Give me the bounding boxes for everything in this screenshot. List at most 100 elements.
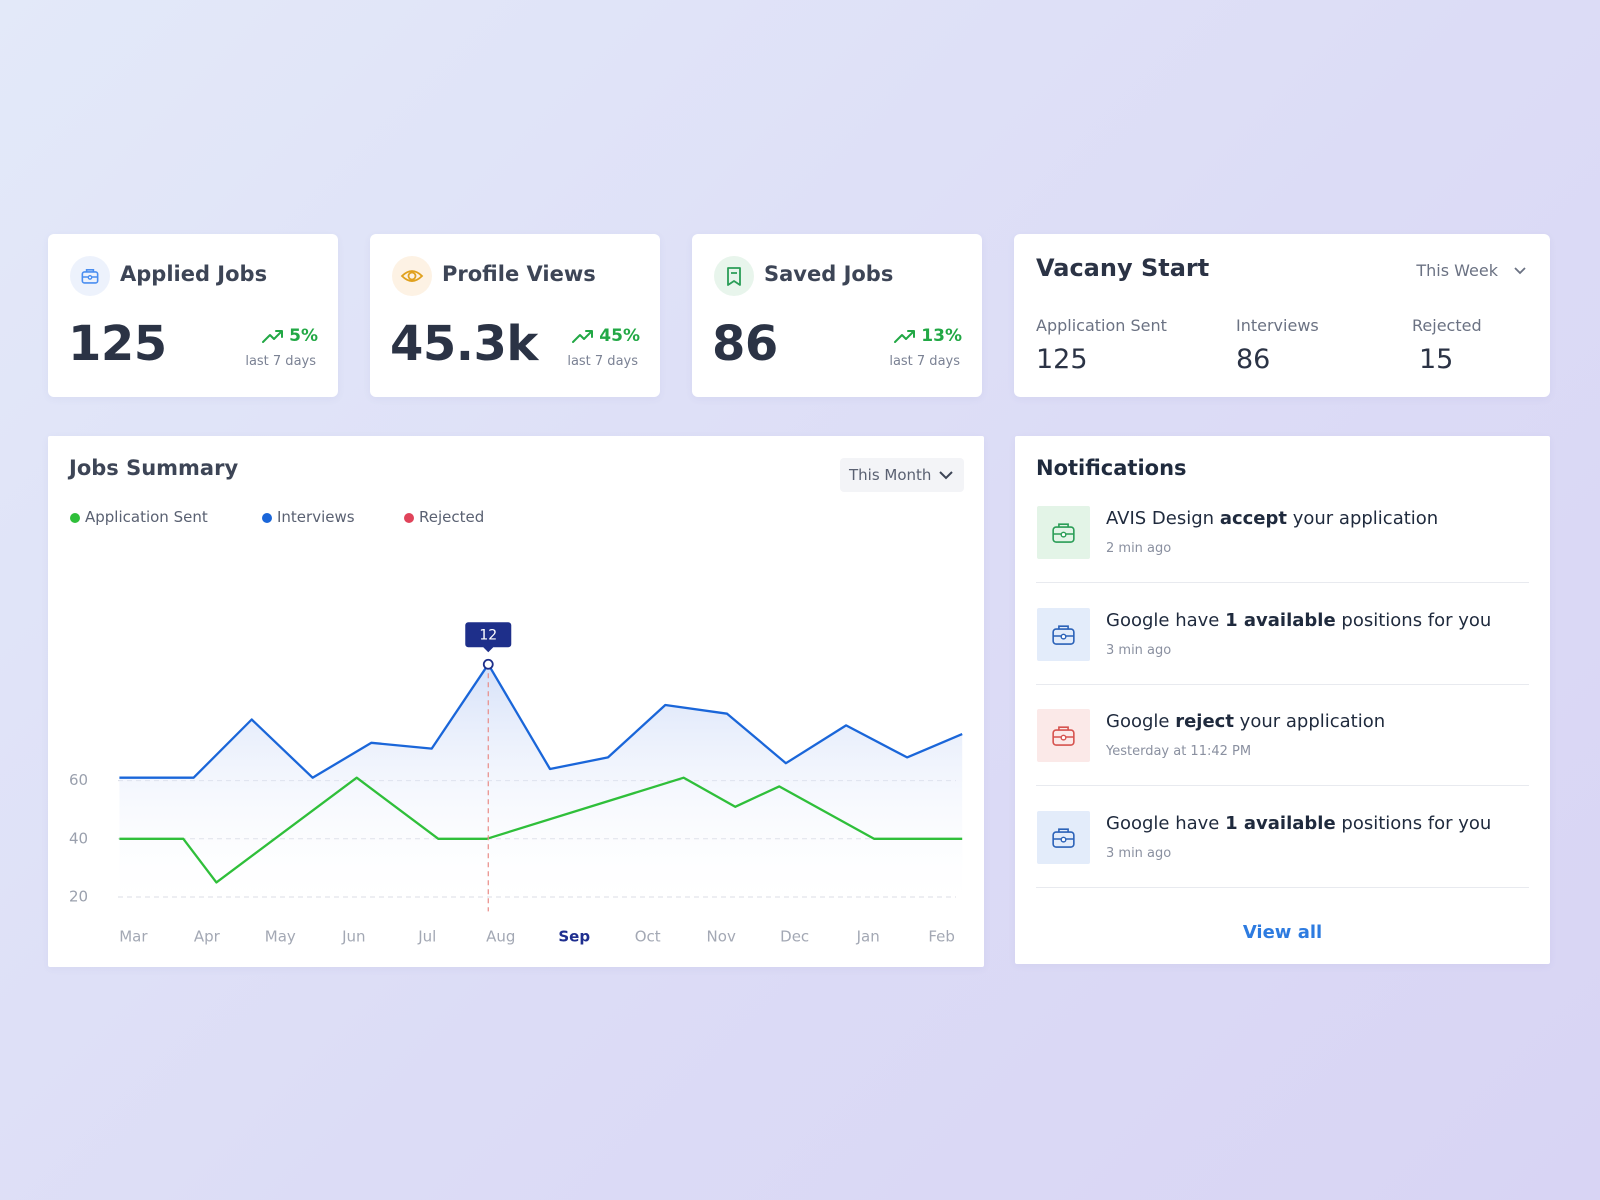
x-tick-label: Mar [119, 928, 148, 946]
chart-title: Jobs Summary [69, 456, 239, 480]
x-tick-label: Sep [558, 928, 590, 946]
legend-marker [70, 513, 80, 523]
series-line [119, 663, 963, 779]
x-tick-label: Apr [194, 928, 221, 946]
vacancy-label: Interviews [1236, 316, 1319, 335]
separator [1036, 886, 1529, 888]
stat-icon [70, 256, 110, 296]
stat-change-value: 5% [289, 326, 318, 346]
stat-change: 45% [571, 326, 640, 346]
legend-dot [262, 513, 272, 523]
icon-shape [1060, 836, 1067, 843]
notification-text-bold: 1 available [1225, 609, 1336, 631]
chevron-icon [939, 471, 953, 480]
stat-period: last 7 days [245, 354, 316, 369]
stat-change-value: 45% [599, 326, 640, 346]
y-tick-label: 60 [69, 771, 88, 789]
tooltip-box [465, 622, 512, 653]
icon-shape [1060, 633, 1067, 640]
notification-text-part: your application [1287, 508, 1439, 529]
notification-text: Google have 1 available positions for yo… [1106, 813, 1491, 834]
separator [1036, 785, 1529, 786]
y-tick-label: 40 [69, 829, 88, 847]
legend-label: Application Sent [85, 508, 208, 526]
x-tick-label: Dec [780, 928, 809, 946]
stat-icon [714, 256, 754, 296]
legend-dot [70, 513, 80, 523]
highlight-point [482, 658, 494, 670]
vacancy-value: 15 [1419, 344, 1454, 375]
notification-time: 3 min ago [1106, 642, 1172, 658]
vacancy-value: 125 [1036, 344, 1088, 375]
stat-title: Applied Jobs [120, 262, 268, 286]
x-tick-label: May [265, 928, 296, 946]
notification-text: Google have 1 available positions for yo… [1106, 610, 1491, 631]
legend-dot [404, 513, 414, 523]
vacancy-card: Vacany Start This Week Application Sent 125… [1014, 234, 1550, 397]
separator [1036, 582, 1529, 583]
chevron-icon [1514, 267, 1526, 275]
y-tick-label: 20 [69, 887, 88, 905]
notification-time: 3 min ago [1106, 845, 1172, 861]
notification-icon [1037, 709, 1090, 762]
stat-period: last 7 days [567, 354, 638, 369]
stat-value: 125 [68, 316, 167, 372]
vacancy-title: Vacany Start [1036, 254, 1210, 282]
stat-change: 5% [261, 326, 318, 346]
notification-text-part: your application [1233, 711, 1386, 732]
stat-card: Profile Views 45.3k 45% last 7 days [370, 234, 660, 397]
notifications-title: Notifications [1036, 456, 1187, 480]
icon-shape [939, 471, 953, 480]
stat-change: 13% [893, 326, 962, 346]
icon-shape [727, 267, 741, 286]
stat-value: 86 [712, 316, 778, 372]
separator [1036, 683, 1529, 685]
legend-label: Rejected [419, 508, 485, 526]
stat-period: last 7 days [889, 354, 960, 369]
notifications-panel: Notifications AVIS Design accept your app… [1015, 436, 1550, 964]
notification-time: Yesterday at 11:42 PM [1106, 744, 1252, 759]
legend-marker [262, 513, 272, 523]
notification-text: AVIS Design accept your application [1106, 508, 1438, 529]
tooltip-label: 12 [479, 627, 497, 643]
notification-text-part: Google [1106, 711, 1176, 732]
legend-label: Interviews [277, 508, 355, 526]
icon-shape [400, 270, 424, 282]
x-tick-label: Aug [486, 928, 515, 946]
stat-card: Saved Jobs 86 13% last 7 days [692, 234, 982, 397]
stat-title: Profile Views [442, 262, 596, 286]
icon-shape [407, 271, 417, 281]
notification-text-bold: accept [1219, 508, 1287, 529]
x-tick-label: Jun [341, 928, 365, 946]
stat-change-value: 13% [921, 326, 962, 346]
stat-title: Saved Jobs [764, 262, 894, 286]
vacancy-filter[interactable]: This Week [1416, 261, 1498, 280]
notification-time: 2 min ago [1106, 541, 1172, 556]
notification-text-bold: reject [1175, 711, 1234, 732]
x-tick-label: Jul [417, 928, 436, 946]
notification-icon [1037, 810, 1090, 864]
area-fill [119, 664, 963, 915]
x-tick-label: Oct [635, 928, 661, 946]
icon-shape [1060, 531, 1067, 538]
notification-icon [1037, 607, 1090, 661]
stat-value: 45.3k [390, 316, 538, 372]
icon-bg [714, 256, 754, 296]
x-tick-label: Jan [856, 928, 880, 946]
stat-icon [392, 256, 432, 296]
icon-shape [572, 330, 594, 343]
x-tick-label: Nov [707, 928, 736, 946]
notification-text-part: AVIS Design [1106, 508, 1220, 529]
vacancy-label: Rejected [1412, 316, 1482, 335]
icon-shape [1060, 734, 1067, 741]
icon-shape [87, 275, 93, 280]
view-all-link[interactable]: View all [1242, 922, 1323, 943]
vacancy-value: 86 [1236, 344, 1271, 375]
icon-shape [894, 330, 916, 343]
x-tick-label: Feb [928, 928, 955, 946]
notification-text-bold: 1 available [1225, 812, 1336, 834]
chart-filter[interactable]: This Month [840, 458, 964, 492]
notification-text: Google reject your application [1106, 711, 1385, 732]
notification-icon [1037, 506, 1090, 559]
